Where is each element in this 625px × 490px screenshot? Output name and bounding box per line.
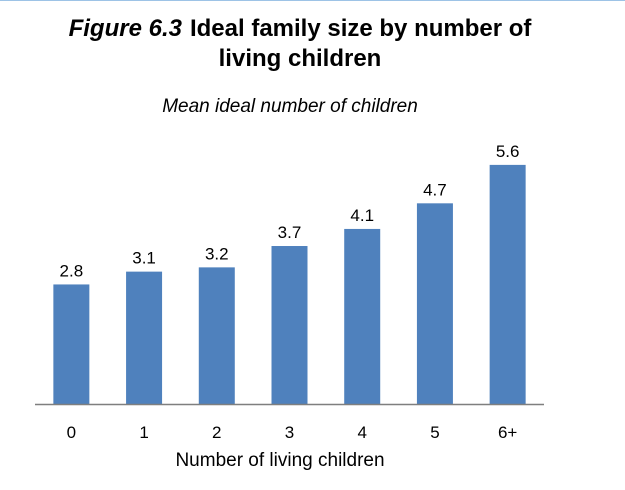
chart-subtitle: Mean ideal number of children <box>162 96 418 117</box>
x-tick-label: 4 <box>357 423 366 442</box>
data-label: 4.7 <box>423 180 447 199</box>
figure-title-line2: living children <box>218 45 382 72</box>
x-tick-label: 5 <box>430 423 439 442</box>
bar-6+ <box>489 164 526 404</box>
bar-3 <box>271 246 308 404</box>
data-label: 3.7 <box>278 223 302 242</box>
x-tick-label: 6+ <box>498 423 517 442</box>
data-label: 4.1 <box>350 206 374 225</box>
figure-title-line1: Ideal family size by number of <box>189 15 532 42</box>
data-label: 2.8 <box>60 261 84 280</box>
figure-number: Figure 6.3 <box>68 15 182 42</box>
top-rule <box>0 0 625 1</box>
x-tick-label: 0 <box>67 423 76 442</box>
x-axis-label: Number of living children <box>175 450 385 471</box>
data-label: 3.2 <box>205 244 229 263</box>
bar-4 <box>344 228 381 404</box>
bar-1 <box>126 271 163 404</box>
bar-2 <box>198 267 235 404</box>
x-tick-label: 2 <box>212 423 221 442</box>
bar-5 <box>416 203 453 404</box>
data-label: 5.6 <box>496 142 520 161</box>
figure-title: Figure 6.3 Ideal family size by number of… <box>20 14 580 74</box>
x-tick-label: 1 <box>139 423 148 442</box>
data-label: 3.1 <box>132 249 156 268</box>
x-tick-label: 3 <box>285 423 294 442</box>
bar-0 <box>53 284 90 404</box>
